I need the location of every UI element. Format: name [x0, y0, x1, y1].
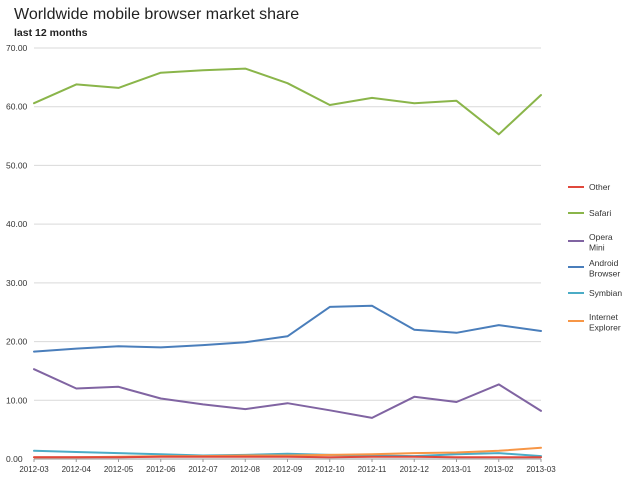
- gridlines: [34, 47, 541, 460]
- y-tick-label: 40.00: [6, 219, 28, 229]
- y-tick-label: 30.00: [6, 278, 28, 288]
- x-tick-label: 2012-07: [188, 465, 218, 474]
- x-tick-label: 2012-11: [358, 465, 387, 474]
- x-tick-label: 2013-03: [526, 465, 556, 474]
- series-line-symbian: [33, 449, 542, 458]
- chart-subtitle: last 12 months: [14, 27, 88, 39]
- legend-label-other: Other: [589, 182, 610, 192]
- x-tick-label: 2012-06: [146, 465, 176, 474]
- x-tick-label: 2012-04: [62, 465, 92, 474]
- legend: Other Safari Opera Mini Android Browser Symbia…: [568, 182, 622, 333]
- y-tick-label: 20.00: [6, 337, 28, 347]
- series-line-android-browser: [33, 304, 542, 353]
- chart-title: Worldwide mobile browser market share: [14, 6, 300, 23]
- y-tick-label: 50.00: [6, 160, 28, 170]
- y-axis-ticks: 0.00 10.00 20.00 30.00 40.00 50.00 60.00 70.00: [6, 43, 28, 464]
- x-tick-label: 2013-01: [442, 465, 472, 474]
- series-line-safari: [33, 67, 542, 136]
- legend-label-symbian: Symbian: [589, 288, 622, 298]
- x-tick-label: 2012-05: [104, 465, 134, 474]
- series-line-other: [33, 455, 542, 459]
- series-line-opera-mini: [33, 368, 542, 419]
- y-tick-label: 60.00: [6, 102, 28, 112]
- legend-label-safari: Safari: [589, 208, 611, 218]
- x-tick-label: 2012-12: [400, 465, 430, 474]
- legend-label-internet-explorer: Internet Explorer: [589, 312, 621, 333]
- legend-label-opera-mini: Opera Mini: [589, 232, 613, 253]
- y-tick-label: 70.00: [6, 43, 28, 53]
- series-lines: [33, 67, 542, 459]
- y-tick-label: 0.00: [6, 454, 23, 464]
- x-tick-label: 2012-03: [19, 465, 49, 474]
- x-tick-label: 2012-09: [273, 465, 303, 474]
- x-axis-ticks: 2012-03 2012-04 2012-05 2012-06 2012-07 2012-…: [19, 459, 556, 474]
- x-tick-label: 2013-02: [484, 465, 514, 474]
- x-tick-label: 2012-10: [315, 465, 345, 474]
- y-tick-label: 10.00: [6, 395, 28, 405]
- x-tick-label: 2012-08: [231, 465, 261, 474]
- legend-label-android-browser: Android Browser: [589, 258, 620, 279]
